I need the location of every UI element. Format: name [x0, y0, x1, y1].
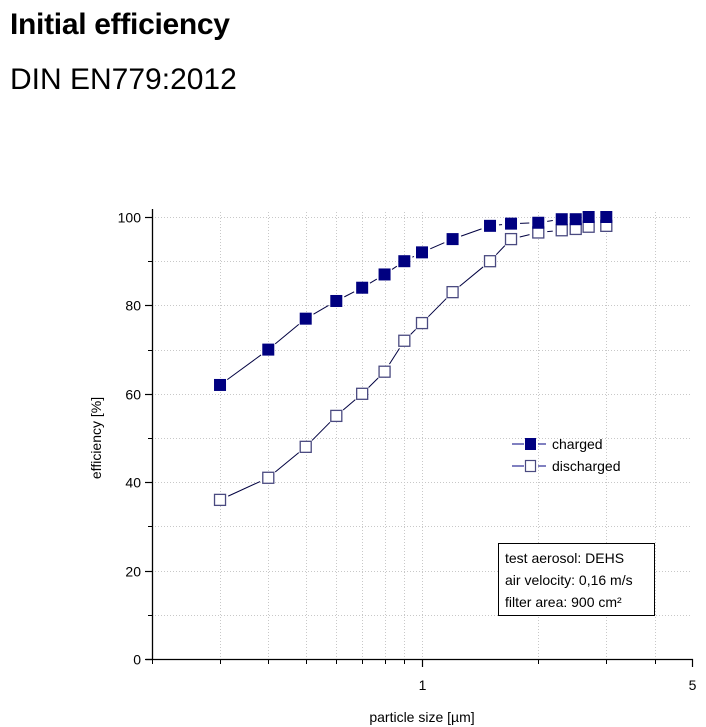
point-discharged: [262, 471, 275, 484]
point-discharged: [299, 440, 312, 453]
line-segment-charged: [460, 228, 482, 237]
legend: charged discharged: [512, 436, 621, 474]
page-title: Initial efficiency: [10, 8, 230, 41]
point-charged: [416, 246, 428, 259]
y-axis-label: efficiency [%]: [88, 397, 104, 479]
line-segment-charged: [313, 305, 329, 315]
point-discharged: [504, 232, 518, 246]
point-discharged: [483, 255, 497, 268]
point-charged: [299, 312, 312, 325]
line-segment-discharged: [459, 266, 484, 287]
series-charged: [214, 211, 613, 391]
point-charged: [330, 294, 343, 307]
line-segment-charged: [412, 255, 415, 258]
line-segment-discharged: [495, 245, 506, 256]
point-charged: [214, 378, 227, 391]
legend-label-discharged: discharged: [552, 458, 621, 474]
line-segment-charged: [274, 324, 300, 345]
point-charged: [398, 255, 411, 268]
point-discharged: [555, 224, 568, 237]
line-segment-discharged: [342, 399, 356, 411]
line-segment-charged: [226, 354, 262, 381]
line-segment-discharged: [274, 452, 300, 473]
point-discharged: [398, 334, 411, 347]
annotation-line-velocity: air velocity: 0,16 m/s: [505, 572, 633, 588]
point-charged: [484, 219, 497, 232]
grid: [152, 212, 692, 659]
point-charged: [600, 211, 613, 223]
x-tick-label: 1: [419, 677, 427, 693]
y-tick-label: 40: [125, 475, 141, 491]
y-tick-label: 60: [125, 387, 141, 403]
point-charged: [446, 233, 459, 246]
x-tick-label: 5: [689, 677, 697, 693]
annotation-line-aerosol: test aerosol: DEHS: [505, 550, 624, 566]
point-discharged: [213, 493, 227, 507]
point-discharged: [378, 365, 391, 378]
point-charged: [505, 217, 518, 230]
point-discharged: [446, 285, 459, 299]
annotation-box: test aerosol: DEHS air velocity: 0,16 m/…: [498, 543, 655, 616]
series-discharged: [213, 219, 613, 507]
y-tick-label: 0: [133, 652, 141, 668]
point-charged: [356, 281, 369, 294]
line-segment-charged: [430, 242, 445, 250]
point-charged: [378, 268, 391, 281]
y-tick-label: 100: [118, 210, 142, 226]
legend-marker-charged: [525, 438, 536, 450]
line-segment-discharged: [547, 230, 553, 233]
x-axis-label: particle size [µm]: [369, 709, 474, 725]
legend-label-charged: charged: [552, 436, 603, 452]
line-segment-discharged: [368, 377, 379, 388]
annotation-line-area: filter area: 900 cm²: [505, 594, 622, 610]
point-charged: [555, 213, 568, 226]
point-charged: [532, 216, 545, 229]
line-segment-discharged: [427, 298, 447, 318]
y-tick-label: 80: [125, 298, 141, 314]
line-segment-discharged: [311, 421, 331, 441]
annotation-frame: [498, 543, 655, 616]
line-segment-discharged: [388, 348, 400, 365]
line-segment-charged: [547, 220, 553, 222]
point-charged: [262, 343, 275, 356]
page-subtitle: DIN EN779:2012: [10, 63, 237, 96]
point-discharged: [415, 316, 429, 330]
legend-marker-discharged: [524, 459, 537, 473]
legend-item-discharged: discharged: [512, 458, 621, 474]
line-segment-discharged: [410, 329, 416, 335]
point-discharged: [330, 409, 343, 423]
line-segment-charged: [344, 291, 355, 298]
y-tick-label: 20: [125, 564, 141, 580]
line-segment-discharged: [519, 234, 530, 238]
axes: 0 20 40 60 80 100 1 5: [118, 209, 697, 693]
line-segment-charged: [369, 278, 378, 284]
line-segment-charged: [391, 265, 398, 270]
point-charged: [582, 211, 595, 223]
point-discharged: [356, 387, 369, 400]
point-charged: [569, 213, 582, 226]
series-group: [213, 211, 613, 507]
line-segment-discharged: [227, 481, 261, 497]
legend-item-charged: charged: [512, 436, 603, 452]
